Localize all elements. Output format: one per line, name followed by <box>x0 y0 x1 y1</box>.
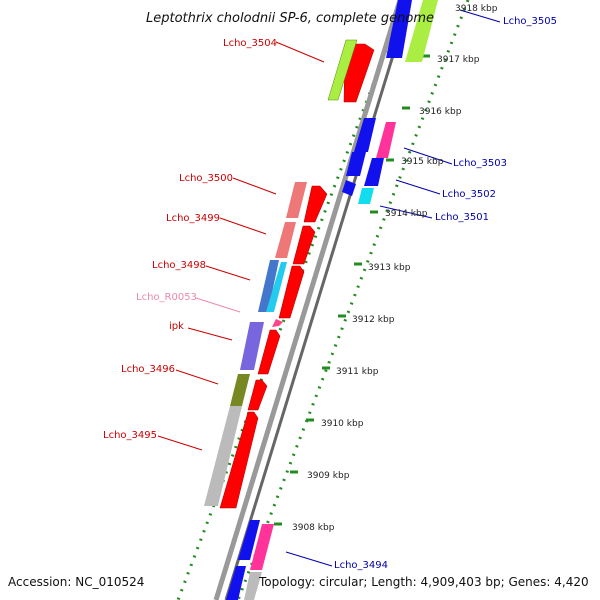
gene-block-lcho-3494-c[interactable] <box>244 572 262 600</box>
kbp-label-3911: 3911 kbp <box>336 367 379 377</box>
kbp-label-3914: 3914 kbp <box>385 209 428 219</box>
right-leader-lines <box>285 9 501 567</box>
gene-arrow-lcho-3502-b[interactable] <box>364 158 384 186</box>
gene-label-lcho-3496[interactable]: Lcho_3496 <box>121 364 175 375</box>
backbone-inner <box>224 0 412 600</box>
gene-block-lcho-3498-b[interactable] <box>266 262 287 312</box>
kbp-label-3908: 3908 kbp <box>292 523 335 533</box>
kbp-label-3909: 3909 kbp <box>307 471 350 481</box>
gene-rna-lcho-r0053[interactable] <box>272 319 283 327</box>
kbp-label-3912: 3912 kbp <box>352 315 395 325</box>
gene-label-lcho-3499[interactable]: Lcho_3499 <box>166 213 220 224</box>
gene-block-lcho-3505-product[interactable] <box>405 0 438 62</box>
gene-label-lcho-3502[interactable]: Lcho_3502 <box>442 189 496 200</box>
gene-label-lcho-3495[interactable]: Lcho_3495 <box>103 430 157 441</box>
gene-block-lcho-3496-product[interactable] <box>230 374 250 406</box>
gene-block-lcho-3499-product[interactable] <box>275 222 296 258</box>
reverse-genes <box>226 0 438 600</box>
topology-text: Topology: circular; Length: 4,909,403 bp… <box>258 575 589 589</box>
gene-arrow-lcho-3505[interactable] <box>386 0 412 58</box>
gene-arrow-lcho-3504[interactable] <box>343 43 375 103</box>
gene-label-lcho-r0053[interactable]: Lcho_R0053 <box>136 292 197 303</box>
gene-block-ipk-product[interactable] <box>240 322 264 370</box>
gene-label-lcho-3505[interactable]: Lcho_3505 <box>503 16 557 27</box>
gene-label-lcho-3500[interactable]: Lcho_3500 <box>179 173 233 184</box>
forward-genes <box>204 39 375 509</box>
map-title: Leptothrix cholodnii SP-6, complete geno… <box>146 11 434 26</box>
leader-line-rna <box>195 297 241 313</box>
gene-arrow-lcho-3496[interactable] <box>247 379 268 411</box>
gene-arrow-ipk[interactable] <box>257 329 281 375</box>
gene-label-lcho-3503[interactable]: Lcho_3503 <box>453 158 507 169</box>
gene-block-lcho-3500-product[interactable] <box>286 182 307 218</box>
kbp-label-3910: 3910 kbp <box>321 419 364 429</box>
gene-arrow-lcho-3494-a[interactable] <box>238 520 260 560</box>
gene-label-lcho-3494[interactable]: Lcho_3494 <box>334 560 388 571</box>
kbp-label-3916: 3916 kbp <box>419 107 462 117</box>
kbp-label-3917: 3917 kbp <box>437 55 480 65</box>
gene-label-lcho-3498[interactable]: Lcho_3498 <box>152 260 206 271</box>
gene-arrow-lcho-3494-b[interactable] <box>226 566 246 600</box>
gene-block-lcho-3494-product[interactable] <box>250 524 274 570</box>
accession-text: Accession: NC_010524 <box>8 575 144 589</box>
kbp-label-3915: 3915 kbp <box>401 157 444 167</box>
gene-arrow-lcho-3500[interactable] <box>303 185 328 223</box>
gene-label-lcho-3504[interactable]: Lcho_3504 <box>223 38 277 49</box>
gene-arrow-lcho-3502-a[interactable] <box>346 152 366 176</box>
gene-label-ipk[interactable]: ipk <box>169 321 184 332</box>
gene-label-lcho-3501[interactable]: Lcho_3501 <box>435 212 489 223</box>
gene-block-lcho-3501-product[interactable] <box>358 188 374 204</box>
gene-block-lcho-3504-product[interactable] <box>327 39 358 101</box>
gene-arrow-lcho-3499[interactable] <box>292 225 316 265</box>
kbp-label-3913: 3913 kbp <box>368 263 411 273</box>
backbone-outer <box>213 0 403 600</box>
gene-arrow-lcho-3498[interactable] <box>278 265 305 319</box>
gene-block-lcho-3498-a[interactable] <box>258 260 279 312</box>
gene-arrow-lcho-3503-a[interactable] <box>354 118 376 152</box>
kbp-label-3918: 3918 kbp <box>455 4 498 14</box>
gene-arrow-lcho-3501-a[interactable] <box>342 180 356 196</box>
gene-block-lcho-3503-product[interactable] <box>376 122 396 158</box>
gene-block-lcho-3495-product[interactable] <box>204 406 242 506</box>
gene-arrow-lcho-3495[interactable] <box>219 411 259 509</box>
left-leader-lines <box>157 41 325 451</box>
kbp-ticks <box>274 54 430 526</box>
